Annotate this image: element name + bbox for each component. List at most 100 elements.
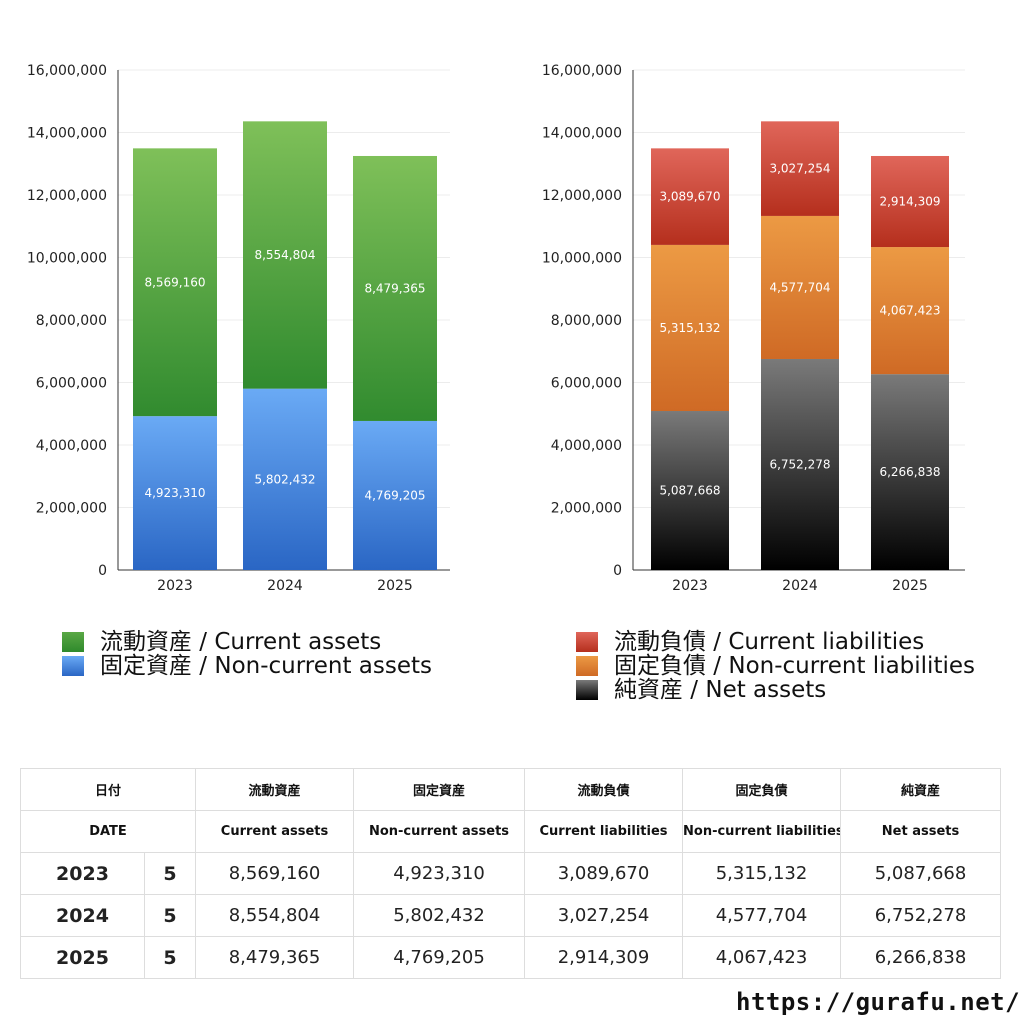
table-cell-year: 2025 — [20, 936, 145, 979]
legend-item-non-current-assets: 固定資産 / Non-current assets — [62, 654, 432, 678]
bar-segment — [871, 155, 949, 248]
data-table: 日付 流動資産 固定資産 流動負債 固定負債 純資産 DATE Current … — [19, 768, 1002, 979]
y-tick-label: 8,000,000 — [36, 313, 107, 329]
table-cell: 4,577,704 — [682, 894, 842, 937]
data-label: 5,802,432 — [254, 472, 315, 486]
bar-segment — [243, 388, 327, 570]
bar-segment — [353, 420, 437, 570]
y-tick-label: 0 — [98, 563, 107, 579]
bar-segment — [133, 148, 217, 417]
bar-segment — [353, 155, 437, 421]
y-tick-label: 0 — [613, 563, 622, 579]
table-header-cell: 日付 — [19, 768, 197, 811]
y-tick-label: 12,000,000 — [27, 188, 107, 204]
x-tick-label: 2025 — [892, 578, 928, 594]
y-tick-label: 14,000,000 — [542, 126, 622, 142]
legend-right: 流動負債 / Current liabilities 固定負債 / Non-cu… — [576, 630, 975, 702]
legend-item-net-assets: 純資産 / Net assets — [576, 678, 975, 702]
bar-segment — [761, 215, 839, 359]
legend-left: 流動資産 / Current assets 固定資産 / Non-current… — [62, 630, 432, 678]
bar-segment — [133, 416, 217, 570]
data-label: 3,027,254 — [769, 162, 830, 176]
data-label: 4,067,423 — [879, 304, 940, 318]
source-url: https://gurafu.net/ — [736, 988, 1021, 1016]
table-cell: 2,914,309 — [524, 936, 684, 979]
data-label: 4,923,310 — [144, 486, 205, 500]
table-cell: 8,569,160 — [195, 852, 355, 895]
legend-swatch — [576, 680, 598, 700]
bar-segment — [871, 247, 949, 375]
legend-item-non-current-liabilities: 固定負債 / Non-current liabilities — [576, 654, 975, 678]
y-tick-label: 4,000,000 — [36, 438, 107, 454]
table-header-row-ja: 日付 流動資産 固定資産 流動負債 固定負債 純資産 — [19, 768, 1002, 811]
y-tick-label: 14,000,000 — [27, 126, 107, 142]
legend-swatch — [62, 632, 84, 652]
data-label: 8,554,804 — [254, 248, 315, 262]
legend-label: 流動資産 / Current assets — [100, 629, 382, 655]
table-header-cell: Non-current liabilities — [682, 810, 842, 853]
y-tick-label: 12,000,000 — [542, 188, 622, 204]
data-label: 6,752,278 — [769, 457, 830, 471]
table-header-cell: 固定負債 — [682, 768, 842, 811]
x-tick-label: 2025 — [377, 578, 413, 594]
table-cell: 5,315,132 — [682, 852, 842, 895]
table-cell-count: 5 — [143, 852, 197, 895]
y-tick-label: 10,000,000 — [542, 251, 622, 267]
chart-1: 0 2,000,000 4,000,000 6,000,000 8,000,000 10,… — [27, 63, 450, 594]
data-label: 4,769,205 — [364, 488, 425, 502]
table-cell: 8,554,804 — [195, 894, 355, 937]
table-header-cell: Current liabilities — [524, 810, 684, 853]
table-cell: 8,479,365 — [195, 936, 355, 979]
table-cell-year: 2023 — [20, 852, 145, 895]
table-row: 2023 5 8,569,160 4,923,310 3,089,670 5,3… — [20, 852, 1002, 895]
charts-canvas: 0 2,000,000 4,000,000 6,000,000 8,000,000 10,… — [27, 63, 965, 594]
chart-2: 0 2,000,000 4,000,000 6,000,000 8,000,000 10,… — [542, 63, 965, 594]
table-header-row-en: DATE Current assets Non-current assets C… — [19, 810, 1002, 853]
legend-label: 流動負債 / Current liabilities — [614, 629, 925, 655]
table-row: 2024 5 8,554,804 5,802,432 3,027,254 4,5… — [20, 894, 1002, 937]
y-tick-label: 6,000,000 — [551, 376, 622, 392]
y-tick-label: 4,000,000 — [551, 438, 622, 454]
table-header-cell: Net assets — [840, 810, 1002, 853]
bar-segment — [651, 148, 729, 245]
bar-segment — [651, 411, 729, 570]
bar-segment — [761, 121, 839, 216]
data-label: 5,087,668 — [659, 484, 720, 498]
data-label: 8,569,160 — [144, 275, 205, 289]
bar-segment — [761, 358, 839, 570]
legend-swatch — [62, 656, 84, 676]
table-header-cell: 流動負債 — [524, 768, 684, 811]
data-label: 2,914,309 — [879, 195, 940, 209]
bar-segment — [871, 374, 949, 570]
table-row: 2025 5 8,479,365 4,769,205 2,914,309 4,0… — [20, 936, 1002, 979]
table-header-cell: Non-current assets — [353, 810, 526, 853]
x-tick-label: 2024 — [267, 578, 303, 594]
y-tick-label: 10,000,000 — [27, 251, 107, 267]
y-tick-label: 2,000,000 — [551, 501, 622, 517]
table-header-cell: DATE — [19, 810, 197, 853]
data-label: 3,089,670 — [659, 190, 720, 204]
table-header-cell: 固定資産 — [353, 768, 526, 811]
data-label: 6,266,838 — [879, 465, 940, 479]
bar-segment — [651, 244, 729, 412]
y-tick-label: 6,000,000 — [36, 376, 107, 392]
legend-swatch — [576, 656, 598, 676]
bar-segment — [243, 121, 327, 389]
table-cell: 6,266,838 — [840, 936, 1002, 979]
table-cell: 6,752,278 — [840, 894, 1002, 937]
y-tick-label: 2,000,000 — [36, 501, 107, 517]
table-cell: 5,802,432 — [353, 894, 526, 937]
x-tick-label: 2024 — [782, 578, 818, 594]
x-tick-label: 2023 — [672, 578, 708, 594]
table-cell: 4,067,423 — [682, 936, 842, 979]
table-cell: 5,087,668 — [840, 852, 1002, 895]
legend-label: 固定負債 / Non-current liabilities — [614, 653, 975, 679]
y-tick-label: 8,000,000 — [551, 313, 622, 329]
y-tick-label: 16,000,000 — [27, 63, 107, 79]
table-header-cell: Current assets — [195, 810, 355, 853]
table-cell-count: 5 — [143, 894, 197, 937]
data-label: 4,577,704 — [769, 280, 830, 294]
table-cell: 4,769,205 — [353, 936, 526, 979]
x-tick-label: 2023 — [157, 578, 193, 594]
y-tick-label: 16,000,000 — [542, 63, 622, 79]
